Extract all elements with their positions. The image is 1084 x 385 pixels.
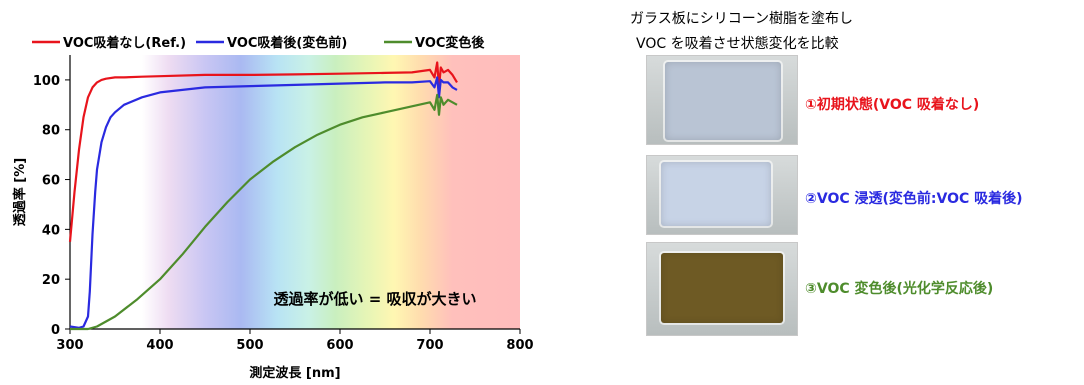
x-tick-label: 700 [416,338,443,353]
y-tick-label: 80 [42,124,60,139]
sample-plate-initial [665,62,781,140]
x-tick-label: 300 [56,338,83,353]
sample-label-initial: ①初期状態(VOC 吸着なし) [805,97,980,113]
sample-plate-permeated [661,162,771,226]
sample-label-discolored: ③VOC 変色後(光化学反応後) [805,281,994,297]
legend-label-0: VOC吸着なし(Ref.) [63,35,186,51]
sample-comparison-panel: ガラス板にシリコーン樹脂を塗布し VOC を吸着させ状態変化を比較 ①初期状態(… [620,0,1084,385]
y-tick-label: 20 [42,273,60,288]
legend-label-2: VOC変色後 [415,35,485,51]
y-axis-label: 透過率 [%] [12,158,28,226]
x-axis-label: 測定波長 [nm] [249,365,340,381]
x-tick-label: 800 [506,338,533,353]
legend-label-1: VOC吸着後(変色前) [227,35,347,51]
panel-title-line2: VOC を吸着させ状態変化を比較 [636,36,839,52]
sample-label-permeated: ②VOC 浸透(変色前:VOC 吸着後) [805,191,1023,207]
x-tick-label: 600 [326,338,353,353]
y-tick-label: 100 [33,74,60,89]
y-tick-label: 0 [51,323,60,338]
sample-photo-discolored [646,242,798,336]
transmittance-chart: 300 400 500 600 700 800 0 20 40 60 80 100 VOC吸着なし(R… [12,35,534,381]
sample-photo-initial [646,55,798,145]
y-tick-label: 40 [42,223,60,238]
series-line-2 [70,93,458,331]
visible-spectrum-background [70,55,520,329]
sample-photo-permeated [646,155,798,235]
x-tick-label: 400 [146,338,173,353]
sample-plate-discolored [661,253,783,323]
panel-title-line1: ガラス板にシリコーン樹脂を塗布し [630,11,854,27]
series-line-0 [68,61,458,242]
series-line-1 [69,76,458,329]
x-tick-label: 500 [236,338,263,353]
chart-annotation: 透過率が低い = 吸収が大きい [273,290,476,308]
y-tick-label: 60 [42,174,60,189]
